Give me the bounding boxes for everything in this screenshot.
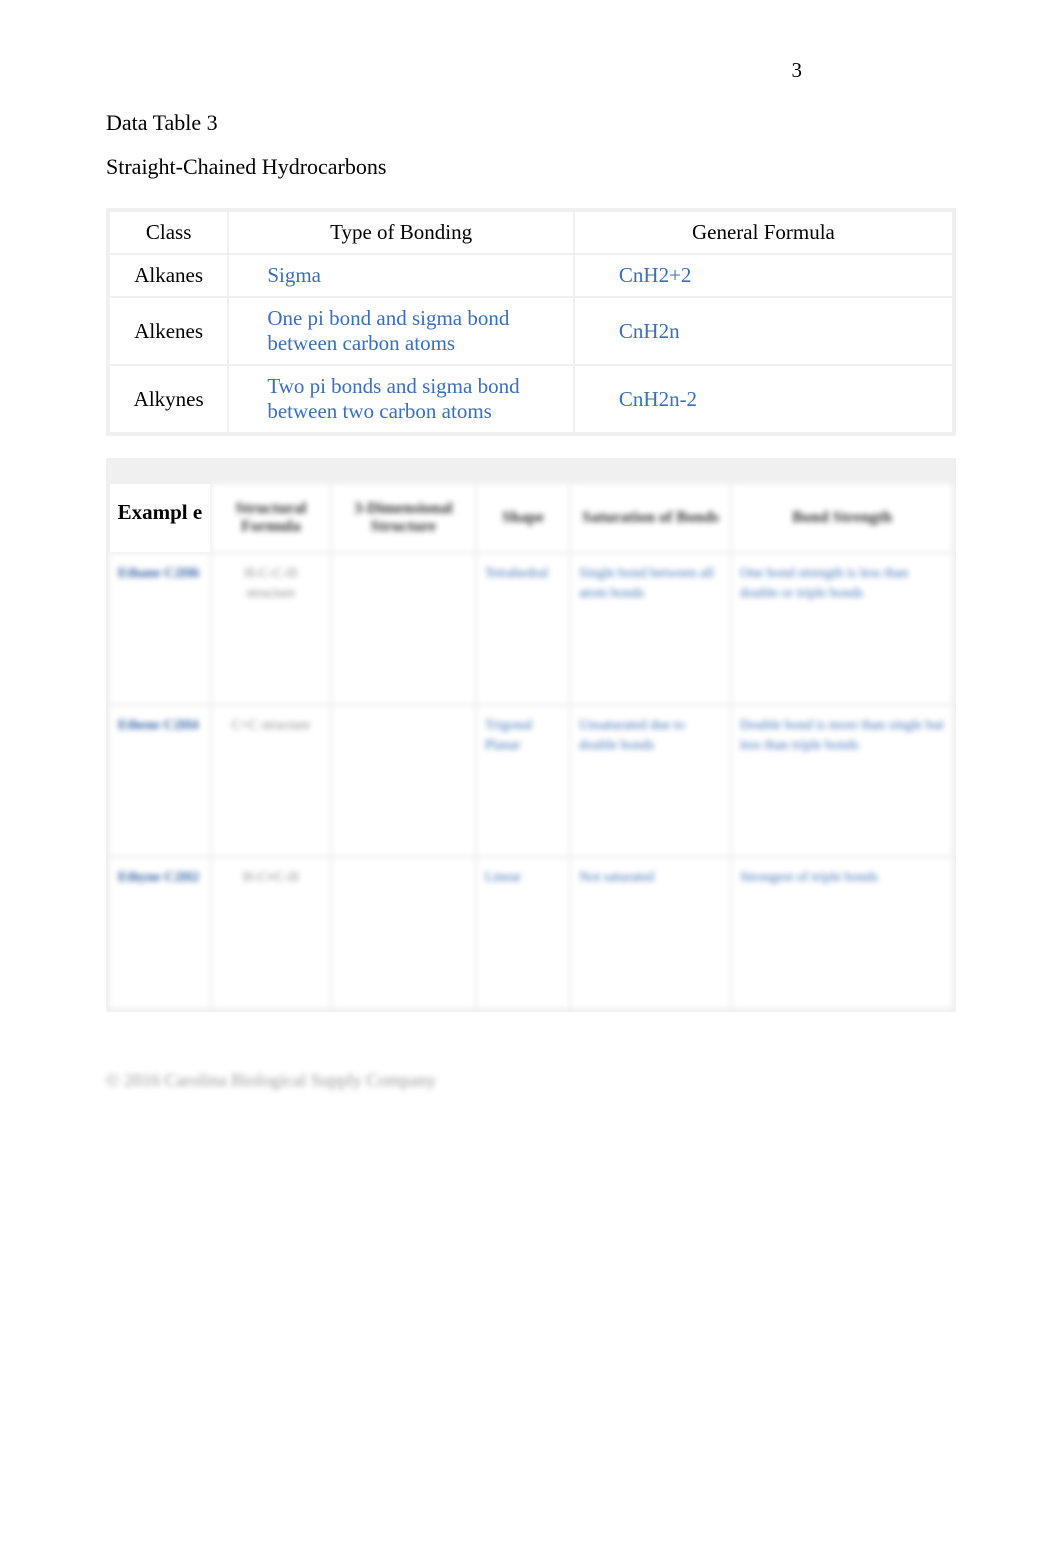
cell-formula: CnH2n-2	[575, 366, 952, 432]
cell-example: Ethyne C2H2	[110, 858, 210, 1008]
cell-saturation: Unsaturated due to double bonds	[571, 706, 730, 856]
cell-3d	[332, 858, 475, 1008]
cell-formula: CnH2n	[575, 298, 952, 364]
cell-class: Alkanes	[110, 255, 227, 296]
table-row: Alkanes Sigma CnH2+2	[110, 255, 952, 296]
col-3d: 3-Dimensional Structure	[332, 484, 475, 552]
table-row: Ethyne C2H2 H-C≡C-H Linear Not saturated…	[110, 858, 952, 1008]
cell-strength: Double bond is more than single but less…	[732, 706, 952, 856]
copyright-footer: © 2016 Carolina Biological Supply Compan…	[106, 1070, 436, 1091]
table-header-row: Exampl e Structural Formula 3-Dimensiona…	[110, 484, 952, 552]
cell-strength: One bond strength is less than double or…	[732, 554, 952, 704]
cell-shape: Linear	[477, 858, 569, 1008]
cell-class: Alkenes	[110, 298, 227, 364]
cell-example: Ethane C2H6	[110, 554, 210, 704]
hydrocarbons-table: Class Type of Bonding General Formula Al…	[108, 210, 954, 434]
cell-structural: H-C-C-H structure	[212, 554, 330, 704]
col-shape: Shape	[477, 484, 569, 552]
col-formula: General Formula	[575, 212, 952, 253]
table-row: Alkenes One pi bond and sigma bond betwe…	[110, 298, 952, 364]
examples-table: Exampl e Structural Formula 3-Dimensiona…	[108, 482, 954, 1010]
table-header-row: Class Type of Bonding General Formula	[110, 212, 952, 253]
cell-strength: Strongest of triple bonds	[732, 858, 952, 1008]
cell-structural: H-C≡C-H	[212, 858, 330, 1008]
col-class: Class	[110, 212, 227, 253]
table-heading: Data Table 3	[106, 110, 956, 136]
cell-saturation: Not saturated	[571, 858, 730, 1008]
table-subtitle: Straight-Chained Hydrocarbons	[106, 154, 956, 180]
col-example: Exampl e	[110, 484, 210, 552]
cell-class: Alkynes	[110, 366, 227, 432]
table-1-container: Class Type of Bonding General Formula Al…	[106, 208, 956, 436]
cell-3d	[332, 706, 475, 856]
cell-formula: CnH2+2	[575, 255, 952, 296]
page-number: 3	[792, 58, 803, 83]
cell-shape: Trigonal Planar	[477, 706, 569, 856]
cell-saturation: Single bond between all atom bonds	[571, 554, 730, 704]
cell-bonding: Two pi bonds and sigma bond between two …	[229, 366, 573, 432]
col-saturation: Saturation of Bonds	[571, 484, 730, 552]
col-bonding: Type of Bonding	[229, 212, 573, 253]
col-strength: Bond Strength	[732, 484, 952, 552]
cell-3d	[332, 554, 475, 704]
table-row: Ethene C2H4 C=C structure Trigonal Plana…	[110, 706, 952, 856]
cell-example: Ethene C2H4	[110, 706, 210, 856]
table-row: Alkynes Two pi bonds and sigma bond betw…	[110, 366, 952, 432]
table-row: Ethane C2H6 H-C-C-H structure Tetrahedra…	[110, 554, 952, 704]
cell-bonding: One pi bond and sigma bond between carbo…	[229, 298, 573, 364]
cell-shape: Tetrahedral	[477, 554, 569, 704]
col-structural: Structural Formula	[212, 484, 330, 552]
cell-structural: C=C structure	[212, 706, 330, 856]
cell-bonding: Sigma	[229, 255, 573, 296]
table-2-container: Exampl e Structural Formula 3-Dimensiona…	[106, 458, 956, 1012]
